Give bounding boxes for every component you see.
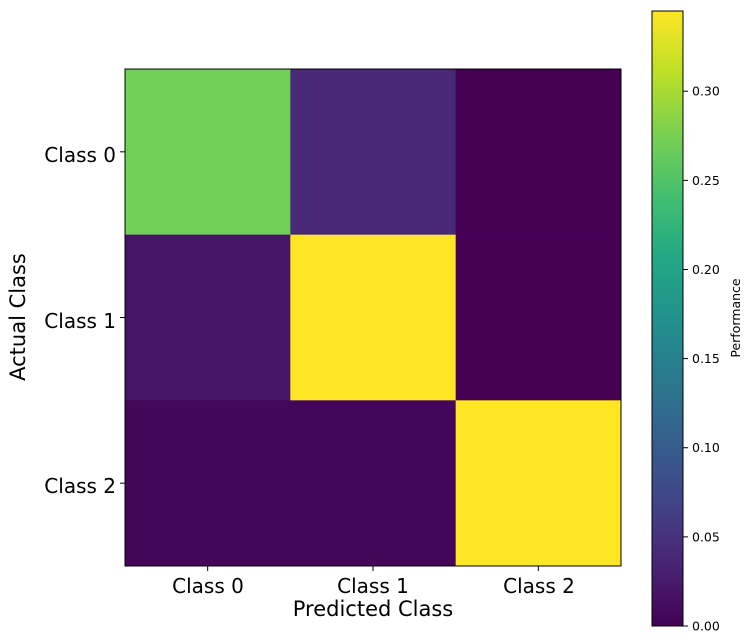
- colorbar-tick-label: 0.10: [692, 440, 720, 455]
- colorbar-tick-label: 0.25: [692, 173, 720, 188]
- heatmap-cell: [290, 400, 457, 567]
- y-axis-ticks: [120, 151, 125, 484]
- colorbar-ticks: 0.00 0.05 0.10 0.15 0.20 0.25 0.30: [683, 84, 720, 634]
- colorbar-tick-label: 0.15: [692, 351, 720, 366]
- heatmap-cell: [125, 234, 291, 401]
- heatmap-cells: [125, 69, 622, 567]
- colorbar-tick-label: 0.05: [692, 529, 720, 544]
- heatmap-cell: [125, 400, 291, 567]
- colorbar-gradient: [652, 11, 683, 626]
- y-tick-label: Class 0: [44, 143, 116, 167]
- colorbar-tick-label: 0.00: [692, 619, 720, 634]
- colorbar-tick-label: 0.30: [692, 84, 720, 99]
- heatmap-cell: [290, 69, 457, 236]
- x-tick-label: Class 0: [172, 574, 244, 598]
- y-axis-title: Actual Class: [6, 253, 30, 381]
- colorbar-tick-label: 0.20: [692, 262, 720, 277]
- heatmap-cell: [455, 234, 622, 401]
- x-axis-title: Predicted Class: [293, 597, 454, 621]
- x-axis-ticks: [207, 566, 539, 571]
- x-tick-label: Class 2: [503, 574, 575, 598]
- heatmap-cell: [290, 234, 457, 401]
- heatmap-cell: [455, 400, 622, 567]
- y-tick-label: Class 1: [44, 309, 116, 333]
- colorbar-frame: [651, 10, 684, 627]
- colorbar-label: Performance: [728, 278, 743, 358]
- heatmap-cell: [455, 69, 622, 236]
- y-tick-label: Class 2: [44, 474, 116, 498]
- x-tick-label: Class 1: [337, 574, 409, 598]
- heatmap-cell: [125, 69, 291, 236]
